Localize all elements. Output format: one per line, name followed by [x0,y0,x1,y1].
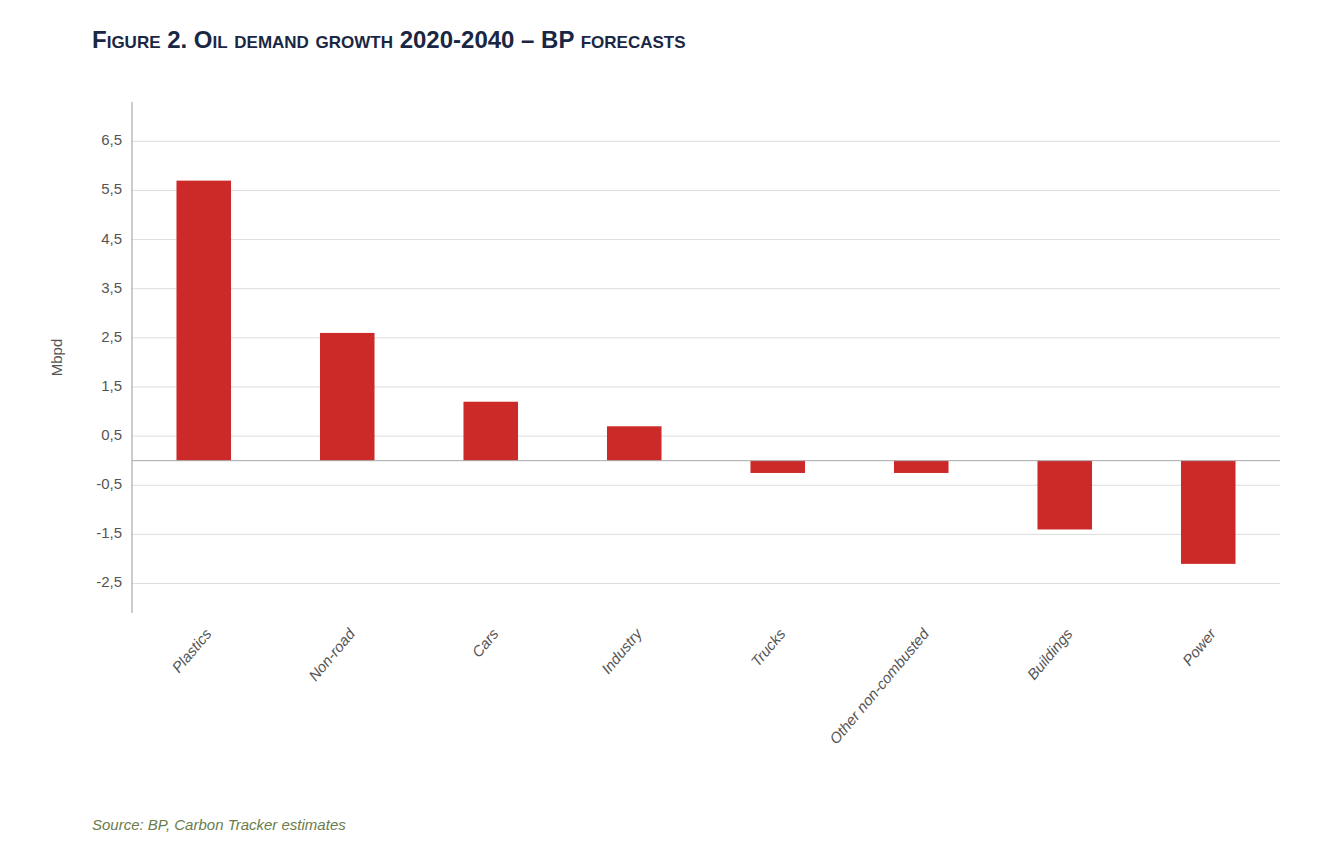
bar [607,426,662,460]
chart: 6,5 5,5 4,5 3,5 2,5 1,5 0,5 -0,5 -1,5 -2,5 Plastic… [0,0,1320,852]
y-tick-label: 5,5 [101,180,122,197]
y-axis: 6,5 5,5 4,5 3,5 2,5 1,5 0,5 -0,5 -1,5 -2,5 [96,131,1280,590]
x-tick-label: Buildings [1023,625,1075,683]
x-tick-label: Non-road [305,625,359,684]
bar [320,333,375,461]
y-tick-label: 3,5 [101,279,122,296]
bars [132,181,1280,564]
bar [894,461,949,473]
x-tick-label: Cars [468,625,502,661]
y-axis-line [132,102,133,613]
y-tick-label: -0,5 [96,475,122,492]
x-tick-label: Power [1179,624,1220,668]
y-tick-label: -2,5 [96,573,122,590]
bar [1181,461,1236,564]
y-axis-label: Mbpd [48,339,65,377]
y-tick-label: 1,5 [101,377,122,394]
grid-line [132,485,1280,486]
grid-line [132,141,1280,142]
x-tick-label: Trucks [747,625,789,670]
grid-line [132,190,1280,191]
grid-line [132,436,1280,437]
page: {"chart_data": {"type": "bar", "title": … [0,0,1320,852]
grid-line [132,239,1280,240]
x-axis: Plastics Non-road Cars Industry Trucks Other … [168,624,1219,747]
bar [1037,461,1092,530]
baseline [132,460,1280,461]
bar [463,402,518,461]
y-tick-label: 0,5 [101,426,122,443]
grid-line [132,288,1280,289]
bar [176,181,231,461]
bar [750,461,805,473]
source-note: Source: BP, Carbon Tracker estimates [92,816,346,833]
y-tick-label: 2,5 [101,328,122,345]
title: Figure 2. Oil demand growth 2020-2040 – … [92,26,686,53]
x-tick-label: Plastics [168,625,215,676]
y-tick-label: 6,5 [101,131,122,148]
grid-line [132,583,1280,584]
grid-line [132,534,1280,535]
grid-line [132,386,1280,387]
x-tick-label: Industry [598,624,646,677]
x-tick-label: Other non-combusted [826,625,933,748]
y-tick-label: -1,5 [96,524,122,541]
y-tick-label: 4,5 [101,230,122,247]
grid-line [132,337,1280,338]
